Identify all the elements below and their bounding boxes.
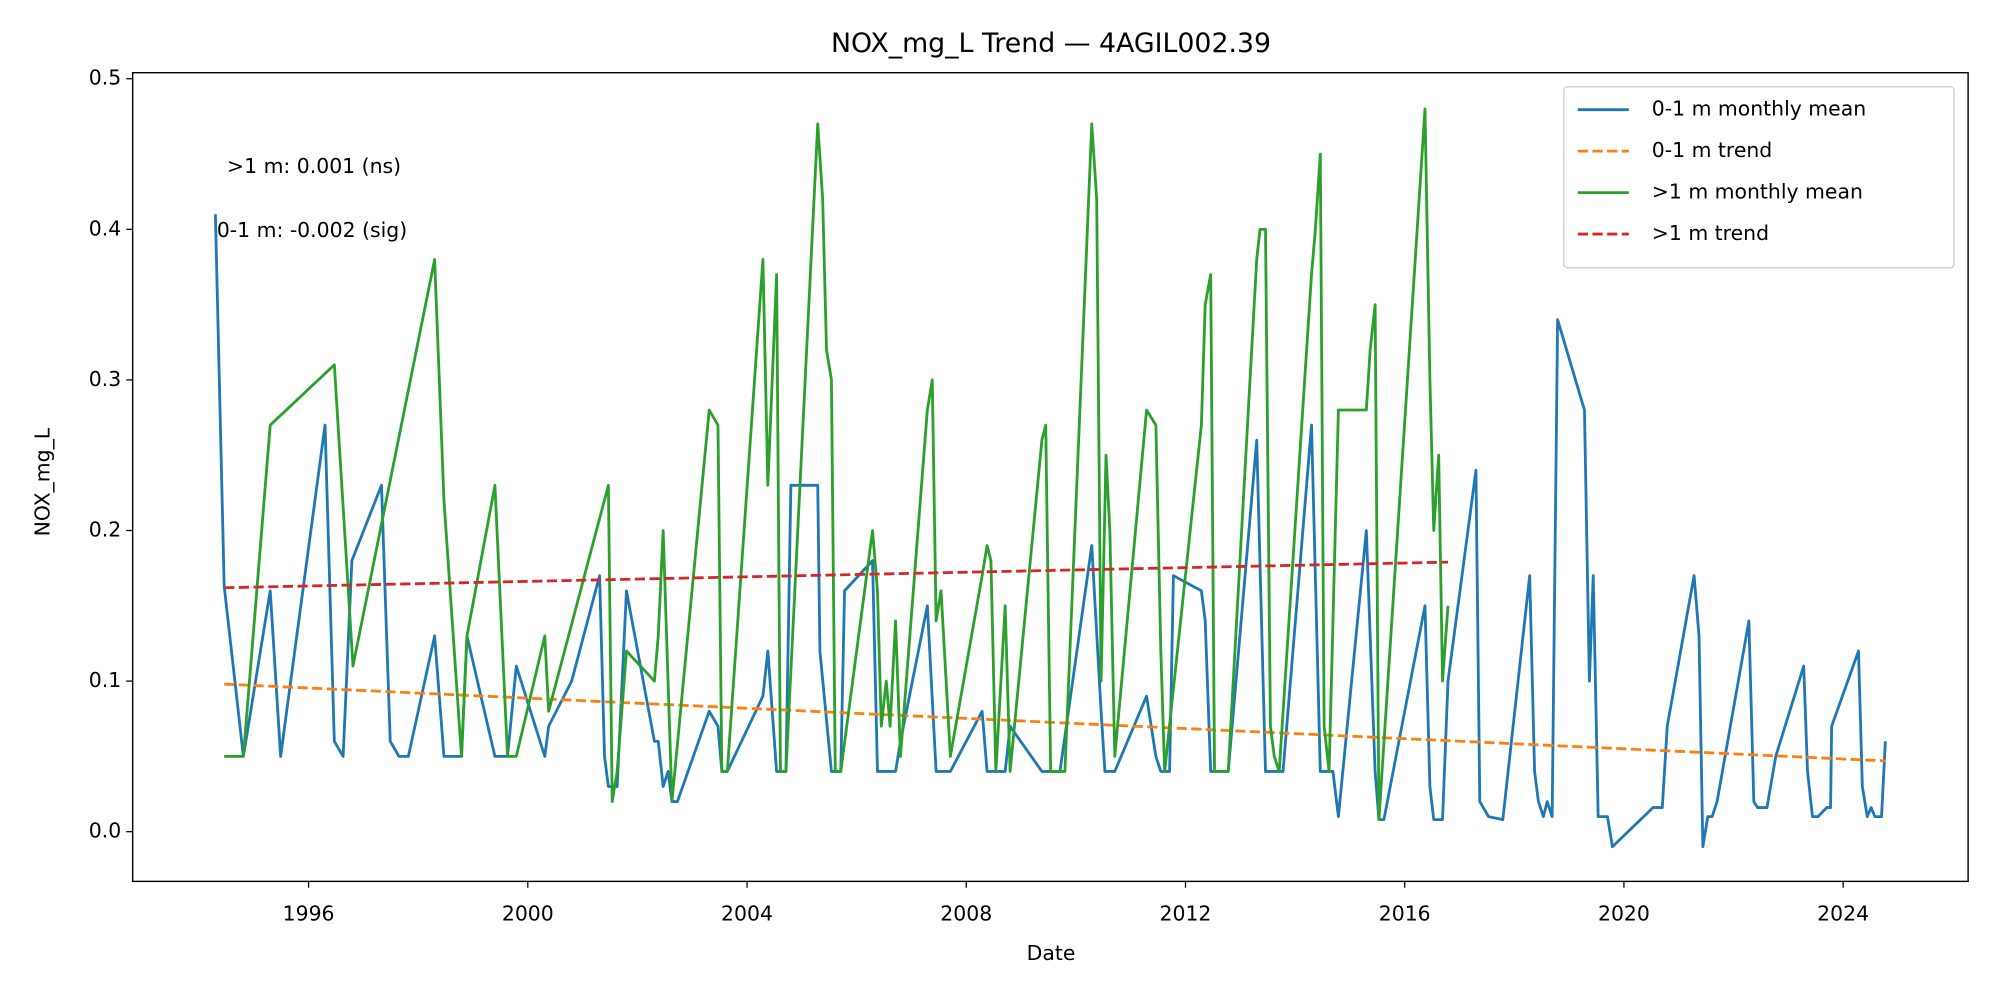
plot-frame [131, 72, 1969, 883]
y-tick-label: 0.2 [89, 518, 121, 542]
legend-label: 0-1 m monthly mean [1652, 97, 1866, 121]
x-tick-label: 2008 [940, 902, 992, 926]
y-axis-label: NOX_mg_L [30, 427, 55, 536]
legend-label: >1 m monthly mean [1652, 180, 1863, 204]
x-tick-label: 2004 [721, 902, 773, 926]
series-line [224, 682, 1886, 763]
x-tick-label: 2000 [502, 902, 554, 926]
x-tick-label: 2020 [1598, 902, 1650, 926]
x-tick-label: 2016 [1379, 902, 1431, 926]
x-tick-label: 2024 [1817, 902, 1869, 926]
legend-box [1563, 86, 1955, 269]
y-tick-label: 0.1 [89, 668, 121, 692]
legend-label: >1 m trend [1652, 221, 1769, 245]
series-line [214, 214, 1887, 849]
annotation: >1 m: 0.001 (ns) [227, 154, 401, 178]
y-tick-label: 0.0 [89, 819, 121, 843]
series-line [224, 107, 1450, 822]
x-tick-label: 1996 [283, 902, 335, 926]
series-line [224, 560, 1449, 590]
x-axis-label: Date [1027, 941, 1076, 965]
x-tick-label: 2012 [1160, 902, 1212, 926]
annotation: 0-1 m: -0.002 (sig) [217, 218, 407, 242]
y-tick-label: 0.4 [89, 216, 121, 240]
y-tick-label: 0.3 [89, 367, 121, 391]
legend-label: 0-1 m trend [1652, 138, 1772, 162]
y-tick-label: 0.5 [89, 66, 121, 90]
chart-title: NOX_mg_L Trend — 4AGIL002.39 [831, 28, 1271, 59]
